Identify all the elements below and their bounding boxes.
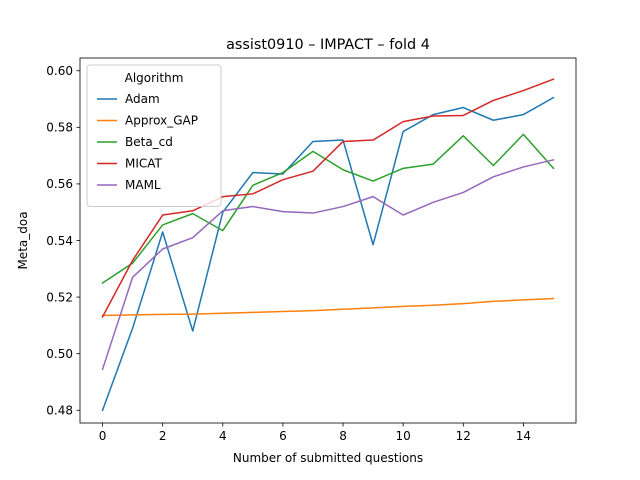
y-tick-label: 0.56	[46, 177, 73, 191]
y-tick-label: 0.60	[46, 64, 73, 78]
x-axis-title: Number of submitted questions	[233, 451, 423, 465]
x-tick-label: 0	[99, 429, 107, 443]
legend-label: Approx_GAP	[125, 114, 198, 128]
y-tick-label: 0.48	[46, 404, 73, 418]
legend-label: MICAT	[125, 157, 163, 171]
series-line-adam	[101, 96, 555, 412]
x-tick-label: 10	[396, 429, 411, 443]
y-tick-label: 0.58	[46, 121, 73, 135]
legend-title: Algorithm	[125, 71, 184, 85]
legend-label: MAML	[125, 178, 161, 192]
x-axis: 0 2 4 6 8 10 12 14	[99, 423, 531, 443]
x-tick-label: 14	[516, 429, 531, 443]
plot-lines	[101, 78, 555, 412]
y-tick-label: 0.50	[46, 347, 73, 361]
series-line-maml	[101, 158, 555, 371]
x-tick-label: 6	[279, 429, 287, 443]
legend: Algorithm Adam Approx_GAP Beta_cd MICAT MAML	[86, 64, 222, 207]
x-tick-label: 12	[456, 429, 471, 443]
y-tick-label: 0.54	[46, 234, 73, 248]
chart-title: assist0910 – IMPACT – fold 4	[226, 37, 430, 53]
x-tick-label: 8	[339, 429, 347, 443]
legend-items: Adam Approx_GAP Beta_cd MICAT MAML	[97, 92, 198, 192]
y-axis-title: Meta_doa	[16, 211, 30, 269]
series-line-approx-gap	[101, 297, 555, 317]
x-tick-label: 2	[159, 429, 167, 443]
series-line-micat	[101, 78, 555, 318]
y-axis: 0.48 0.50 0.52 0.54 0.56 0.58 0.60	[46, 64, 80, 418]
legend-box	[86, 64, 222, 207]
series-line-beta-cd	[101, 133, 555, 284]
legend-label: Beta_cd	[125, 135, 173, 149]
x-tick-label: 4	[219, 429, 227, 443]
y-tick-label: 0.52	[46, 290, 73, 304]
legend-label: Adam	[125, 92, 160, 106]
